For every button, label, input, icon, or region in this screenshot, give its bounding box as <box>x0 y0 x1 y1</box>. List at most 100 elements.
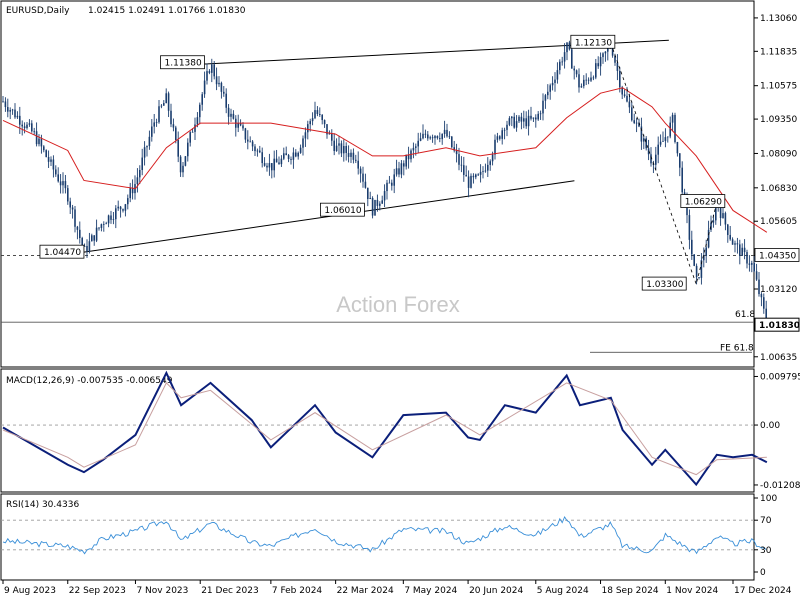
candle-body <box>453 147 455 151</box>
candle-body <box>14 109 16 118</box>
candle-body <box>623 94 626 96</box>
candle-body <box>93 235 95 241</box>
candle-body <box>259 150 261 153</box>
candle-body <box>151 126 153 137</box>
candle-body <box>237 123 239 128</box>
candle-body <box>242 125 244 129</box>
candle-body <box>434 136 436 139</box>
candle-body <box>671 114 674 123</box>
candle-body <box>568 42 571 50</box>
candle-body <box>143 147 146 158</box>
candle-body <box>196 117 199 125</box>
candle-body <box>213 64 215 77</box>
candle-body <box>244 128 247 140</box>
candle-body <box>124 204 127 211</box>
candle-body <box>88 241 91 252</box>
rsi-panel-frame <box>0 493 755 581</box>
candle-body <box>559 61 561 71</box>
candle-body <box>659 141 662 145</box>
candle-body <box>407 154 410 160</box>
candle-body <box>256 150 259 152</box>
candle-body <box>739 244 741 256</box>
annotation-label: 1.12130 <box>575 38 612 48</box>
candle-body <box>628 101 631 108</box>
candle-body <box>451 136 453 148</box>
candle-body <box>523 118 525 122</box>
candle-body <box>455 150 458 155</box>
candle-body <box>201 94 203 105</box>
candle-body <box>424 133 427 135</box>
candle-body <box>679 153 681 168</box>
candle-body <box>163 103 165 106</box>
macd-line <box>2 370 768 487</box>
candle-body <box>472 175 475 178</box>
candle-body <box>71 207 74 210</box>
candle-body <box>765 308 767 324</box>
candle-body <box>275 158 278 163</box>
candle-body <box>364 181 367 188</box>
price-y-tick-label: 1.09350 <box>760 115 797 125</box>
macd-series-group <box>1 370 768 487</box>
current-price-label: 1.01830 <box>759 321 800 331</box>
fib-level-label: 61.8 <box>735 310 755 320</box>
candle-body <box>170 110 172 125</box>
candle-body <box>117 206 119 209</box>
candle-body <box>352 152 355 160</box>
candle-body <box>230 113 232 117</box>
annotation-label: 1.06290 <box>685 198 722 208</box>
candle-body <box>753 263 755 272</box>
rsi-line <box>2 515 767 555</box>
candle-body <box>710 222 712 230</box>
candle-body <box>563 52 566 62</box>
candle-body <box>232 113 235 119</box>
candle-body <box>220 82 223 92</box>
candle-body <box>290 158 292 160</box>
candle-body <box>273 158 275 171</box>
macd-panel-frame <box>0 368 755 493</box>
candle-body <box>254 146 256 152</box>
candle-body <box>616 62 619 71</box>
candle-body <box>518 116 520 122</box>
price-y-tick-label: 1.10575 <box>760 82 797 92</box>
candle-body <box>69 201 71 208</box>
candle-body <box>79 229 81 238</box>
candle-body <box>299 147 302 153</box>
candle-body <box>81 237 83 247</box>
macd-y-tick-label: 0.009795 <box>760 372 800 382</box>
candle-body <box>367 187 369 200</box>
candle-body <box>722 213 724 219</box>
annotation-label: 1.04470 <box>44 248 81 258</box>
candle-body <box>597 63 599 67</box>
candle-body <box>86 246 88 252</box>
candle-body <box>278 162 280 165</box>
candle-body <box>38 138 40 145</box>
candle-body <box>611 46 614 56</box>
candle-body <box>427 134 429 139</box>
candle-body <box>482 171 484 173</box>
candle-body <box>362 173 364 182</box>
candle-body <box>619 70 621 88</box>
x-tick-label: 18 Sep 2024 <box>602 586 659 596</box>
candle-body <box>595 63 597 78</box>
candle-body <box>326 124 328 135</box>
candle-body <box>153 122 155 127</box>
chart-header-ohlc: 1.02415 1.02491 1.01766 1.01830 <box>88 6 246 16</box>
candle-body <box>715 205 717 221</box>
candle-body <box>283 153 285 159</box>
candle-body <box>760 294 763 298</box>
candle-body <box>503 129 506 131</box>
candle-body <box>415 146 417 148</box>
candle-body <box>705 247 707 256</box>
candle-body <box>369 197 371 200</box>
price-series-group: 1.11380 1.12130 1.04470 1.06010 1.06290 1.033… <box>1 34 768 353</box>
candle-body <box>184 156 187 166</box>
candle-body <box>429 137 431 139</box>
candle-body <box>311 118 314 122</box>
candle-body <box>263 163 266 166</box>
candle-body <box>621 87 623 95</box>
candle-body <box>494 139 496 155</box>
candle-body <box>393 174 395 186</box>
candle-body <box>35 131 38 145</box>
x-tick-label: 22 Sep 2023 <box>69 586 126 596</box>
candle-body <box>172 124 175 128</box>
